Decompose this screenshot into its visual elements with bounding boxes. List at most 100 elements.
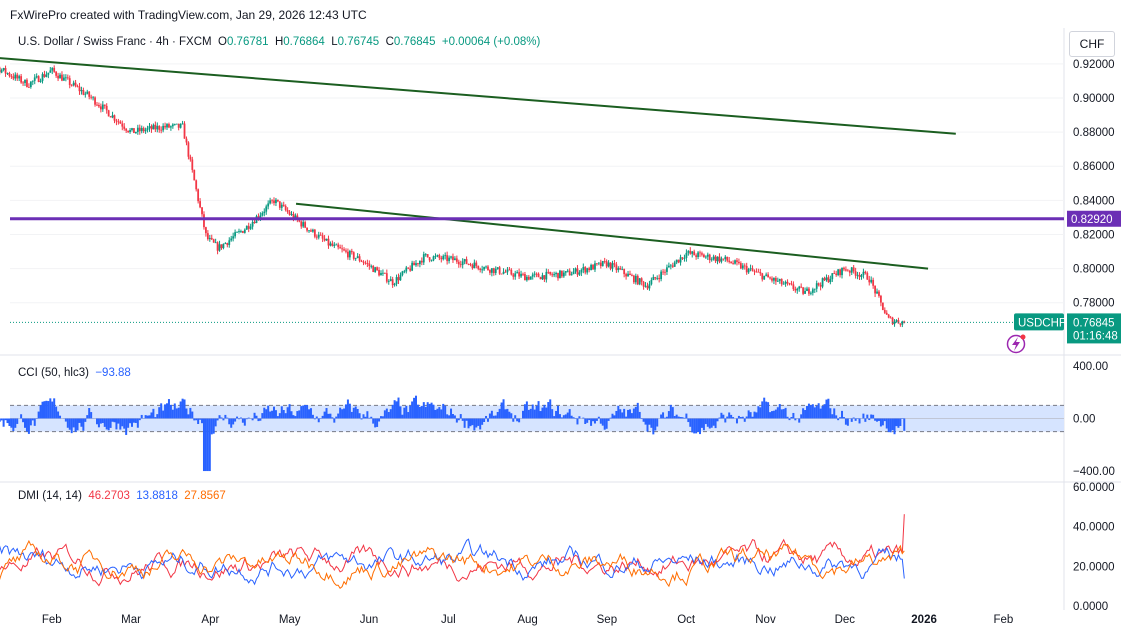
price-pane[interactable] xyxy=(0,55,1064,328)
candle-body xyxy=(524,274,526,281)
candle-body xyxy=(134,131,137,134)
dmi-pane[interactable] xyxy=(0,514,905,590)
candle-body xyxy=(265,206,268,212)
candle-body xyxy=(292,213,295,220)
candle-body xyxy=(49,70,52,73)
candle-body xyxy=(790,283,793,285)
candle-body xyxy=(286,210,289,212)
candle-body xyxy=(224,243,227,244)
price-tick-label: 0.90000 xyxy=(1073,93,1115,105)
x-tick-label: Aug xyxy=(517,614,537,626)
candle-body xyxy=(39,80,42,82)
candle-body xyxy=(852,267,855,272)
candle-body xyxy=(662,271,664,273)
candle-body xyxy=(389,279,392,282)
candle-body xyxy=(343,249,345,251)
candle-body xyxy=(868,279,871,283)
candle-body xyxy=(263,211,266,214)
candle-body xyxy=(522,273,524,275)
candle-body xyxy=(321,235,324,239)
cci-pane[interactable] xyxy=(0,395,1064,472)
currency-button[interactable]: CHF xyxy=(1069,31,1115,57)
candle-body xyxy=(469,264,472,265)
candle-body xyxy=(461,261,464,266)
candle-body xyxy=(111,115,114,118)
candle-body xyxy=(555,272,557,275)
candle-body xyxy=(802,287,805,294)
candle-body xyxy=(506,269,509,273)
candle-body xyxy=(444,255,447,257)
candle-body xyxy=(395,277,398,284)
candle-body xyxy=(479,268,482,270)
candle-body xyxy=(313,229,316,237)
candle-body xyxy=(712,256,715,260)
candle-body xyxy=(531,274,534,277)
candle-body xyxy=(541,275,544,280)
candle-body xyxy=(689,250,692,254)
candle-body xyxy=(218,244,221,251)
candle-body xyxy=(664,271,666,273)
candle-body xyxy=(181,123,184,125)
candle-body xyxy=(88,91,91,97)
candle-body xyxy=(732,263,734,265)
candle-body xyxy=(117,121,120,123)
candle-body xyxy=(627,273,629,277)
candle-body xyxy=(113,115,116,121)
candle-body xyxy=(699,252,701,254)
candle-body xyxy=(599,262,602,267)
candle-body xyxy=(490,268,493,273)
dmi-tick-label: 20.0000 xyxy=(1073,561,1115,573)
candle-body xyxy=(685,252,688,259)
candle-body xyxy=(780,279,783,285)
candle-body xyxy=(607,262,610,267)
candle-body xyxy=(208,237,211,240)
candle-body xyxy=(37,76,40,82)
candle-body xyxy=(193,169,196,181)
candle-body xyxy=(358,256,361,261)
candle-body xyxy=(693,251,696,256)
candle-body xyxy=(529,276,532,280)
candle-body xyxy=(450,256,452,258)
candle-body xyxy=(675,259,678,263)
candle-body xyxy=(808,288,810,294)
candle-body xyxy=(619,268,622,270)
candle-body xyxy=(644,285,647,287)
candle-body xyxy=(267,203,270,207)
candle-body xyxy=(492,268,495,274)
candle-body xyxy=(477,265,480,269)
candle-body xyxy=(63,77,65,81)
candle-body xyxy=(82,90,85,95)
candle-body xyxy=(609,262,612,269)
candle-body xyxy=(586,268,589,273)
candle-body xyxy=(57,75,59,79)
cci-indicator-name: CCI (50, hlc3) xyxy=(18,367,89,379)
candle-body xyxy=(561,270,563,277)
candle-body xyxy=(516,272,519,274)
candle-body xyxy=(70,84,73,86)
candle-body xyxy=(61,74,63,81)
candle-body xyxy=(837,269,840,275)
candle-body xyxy=(722,258,725,260)
candle-body xyxy=(813,288,816,290)
candle-body xyxy=(457,261,460,265)
candle-body xyxy=(500,273,503,275)
candle-body xyxy=(804,290,806,294)
candle-body xyxy=(422,254,425,263)
candle-body xyxy=(107,110,110,117)
open-label: O xyxy=(218,36,227,48)
candle-body xyxy=(323,238,326,241)
candle-body xyxy=(284,206,287,211)
candle-body xyxy=(376,267,379,270)
candle-body xyxy=(354,257,357,259)
candle-body xyxy=(12,76,15,79)
candle-body xyxy=(99,106,102,110)
candle-body xyxy=(701,253,703,255)
candle-body xyxy=(370,266,373,267)
price-tick-label: 0.78000 xyxy=(1073,298,1115,310)
candle-body xyxy=(596,263,598,265)
candle-body xyxy=(348,250,351,258)
candle-body xyxy=(302,222,305,227)
candle-body xyxy=(893,321,896,325)
candle-body xyxy=(562,272,565,277)
candle-body xyxy=(335,244,338,246)
